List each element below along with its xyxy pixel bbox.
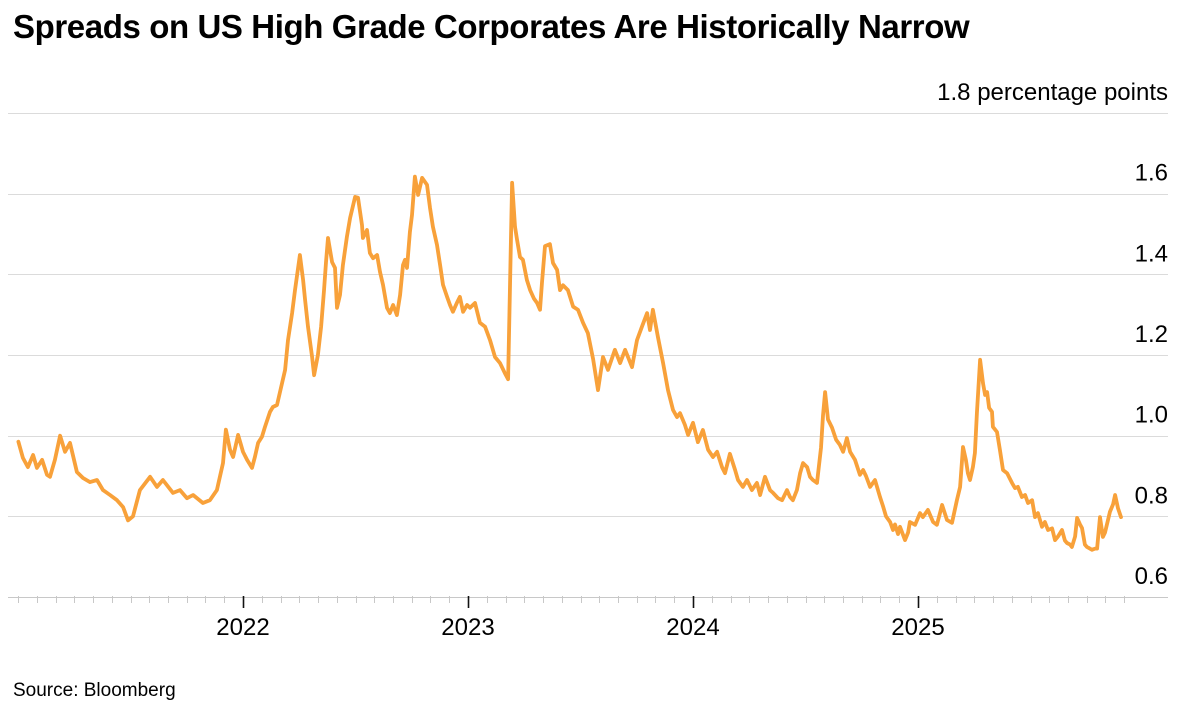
- y-axis-label: 0.6: [1135, 563, 1168, 590]
- x-axis-label: 2022: [216, 614, 269, 641]
- y-axis-label: 1.6: [1135, 160, 1168, 187]
- chart-title: Spreads on US High Grade Corporates Are …: [13, 8, 970, 45]
- x-axis-label: 2023: [441, 614, 494, 641]
- source-note: Source: Bloomberg: [13, 680, 176, 701]
- y-axis-label: 1.0: [1135, 402, 1168, 429]
- y-axis-label: 1.2: [1135, 321, 1168, 348]
- x-axis-label: 2025: [891, 614, 944, 641]
- x-axis-label: 2024: [666, 614, 719, 641]
- y-axis-label: 1.8 percentage points: [937, 79, 1168, 106]
- spread-series-line: [16, 174, 1123, 552]
- y-axis-label: 0.8: [1135, 482, 1168, 509]
- y-axis-label: 1.4: [1135, 240, 1168, 267]
